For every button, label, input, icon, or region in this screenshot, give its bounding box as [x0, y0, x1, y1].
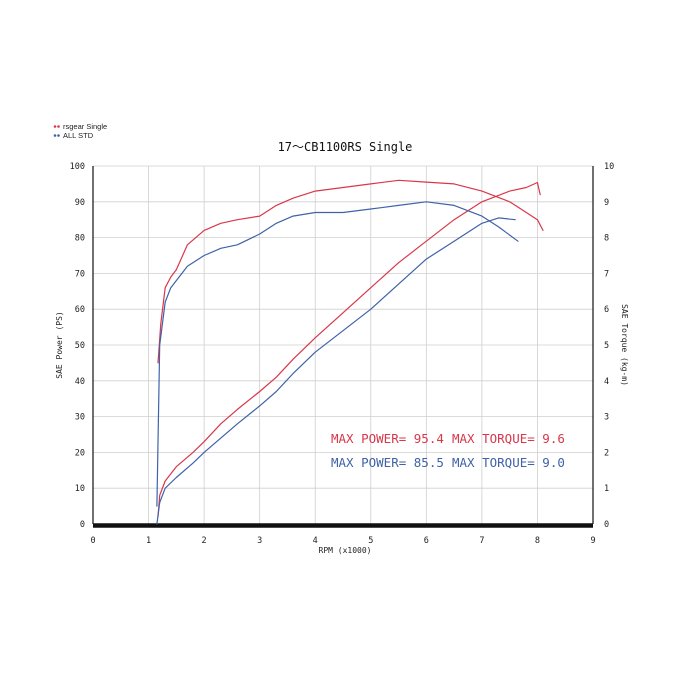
axes: [92, 166, 594, 528]
y-right-tick-label: 8: [604, 234, 609, 244]
legend: rsgear Single ALL STD: [53, 122, 107, 140]
y-right-tick-label: 1: [604, 484, 609, 494]
tick-labels: 0 1 2 3 4 5 6 7 8 9010203040506070809010001234567…: [70, 162, 615, 546]
all-std-torque-line: [156, 201, 519, 507]
x-tick-label: 9: [590, 536, 595, 546]
y-right-tick-label: 4: [604, 377, 609, 387]
y-left-tick-label: 60: [75, 305, 85, 315]
y-left-tick-label: 80: [75, 234, 85, 244]
max-power-red-label: MAX POWER= 95.4: [331, 431, 444, 446]
max-torque-blue-label: MAX TORQUE= 9.0: [452, 455, 565, 470]
y-axis-left-title: SAE Power (PS): [55, 311, 64, 378]
legend-label-rsgear: rsgear Single: [63, 122, 107, 131]
max-torque-red-label: MAX TORQUE= 9.6: [452, 431, 565, 446]
y-left-tick-label: 30: [75, 413, 85, 423]
legend-label-std: ALL STD: [63, 131, 94, 140]
y-left-tick-label: 10: [75, 484, 85, 494]
x-tick-label: 2: [202, 536, 207, 546]
legend-marker-red: [57, 125, 60, 128]
y-left-tick-label: 20: [75, 448, 85, 458]
legend-marker-blue: [57, 134, 60, 137]
x-tick-label: 4: [313, 536, 318, 546]
y-right-tick-label: 2: [604, 448, 609, 458]
y-right-tick-label: 9: [604, 198, 609, 208]
legend-marker-blue: [53, 134, 57, 137]
grid-lines: [93, 165, 593, 524]
y-right-tick-label: 7: [604, 269, 609, 279]
y-right-tick-label: 3: [604, 413, 609, 423]
x-tick-label: 3: [257, 536, 262, 546]
rsgear-single-torque-line: [157, 179, 544, 364]
chart-title: 17～CB1100RS Single: [278, 140, 413, 154]
x-tick-label: 7: [479, 536, 484, 546]
series-lines: [156, 179, 544, 525]
y-left-tick-label: 100: [70, 162, 85, 172]
y-right-tick-label: 6: [604, 305, 609, 315]
x-tick-label: 5: [368, 536, 373, 546]
y-left-tick-label: 50: [75, 341, 85, 351]
legend-marker-red: [53, 125, 57, 128]
x-tick-label: 6: [424, 536, 429, 546]
x-tick-label: 8: [535, 536, 540, 546]
y-left-tick-label: 90: [75, 198, 85, 208]
y-left-tick-label: 40: [75, 377, 85, 387]
y-left-tick-label: 0: [80, 520, 85, 530]
y-right-tick-label: 10: [604, 162, 614, 172]
max-power-blue-label: MAX POWER= 85.5: [331, 455, 444, 470]
y-right-tick-label: 5: [604, 341, 609, 351]
x-tick-label: 1: [146, 536, 151, 546]
x-tick-label: 0: [90, 536, 95, 546]
all-std-power-line: [156, 217, 516, 525]
y-axis-right-title: SAE Torque (kg-m): [620, 304, 629, 386]
x-axis-title: RPM (x1000): [319, 546, 372, 555]
y-right-tick-label: 0: [604, 520, 609, 530]
y-left-tick-label: 70: [75, 269, 85, 279]
